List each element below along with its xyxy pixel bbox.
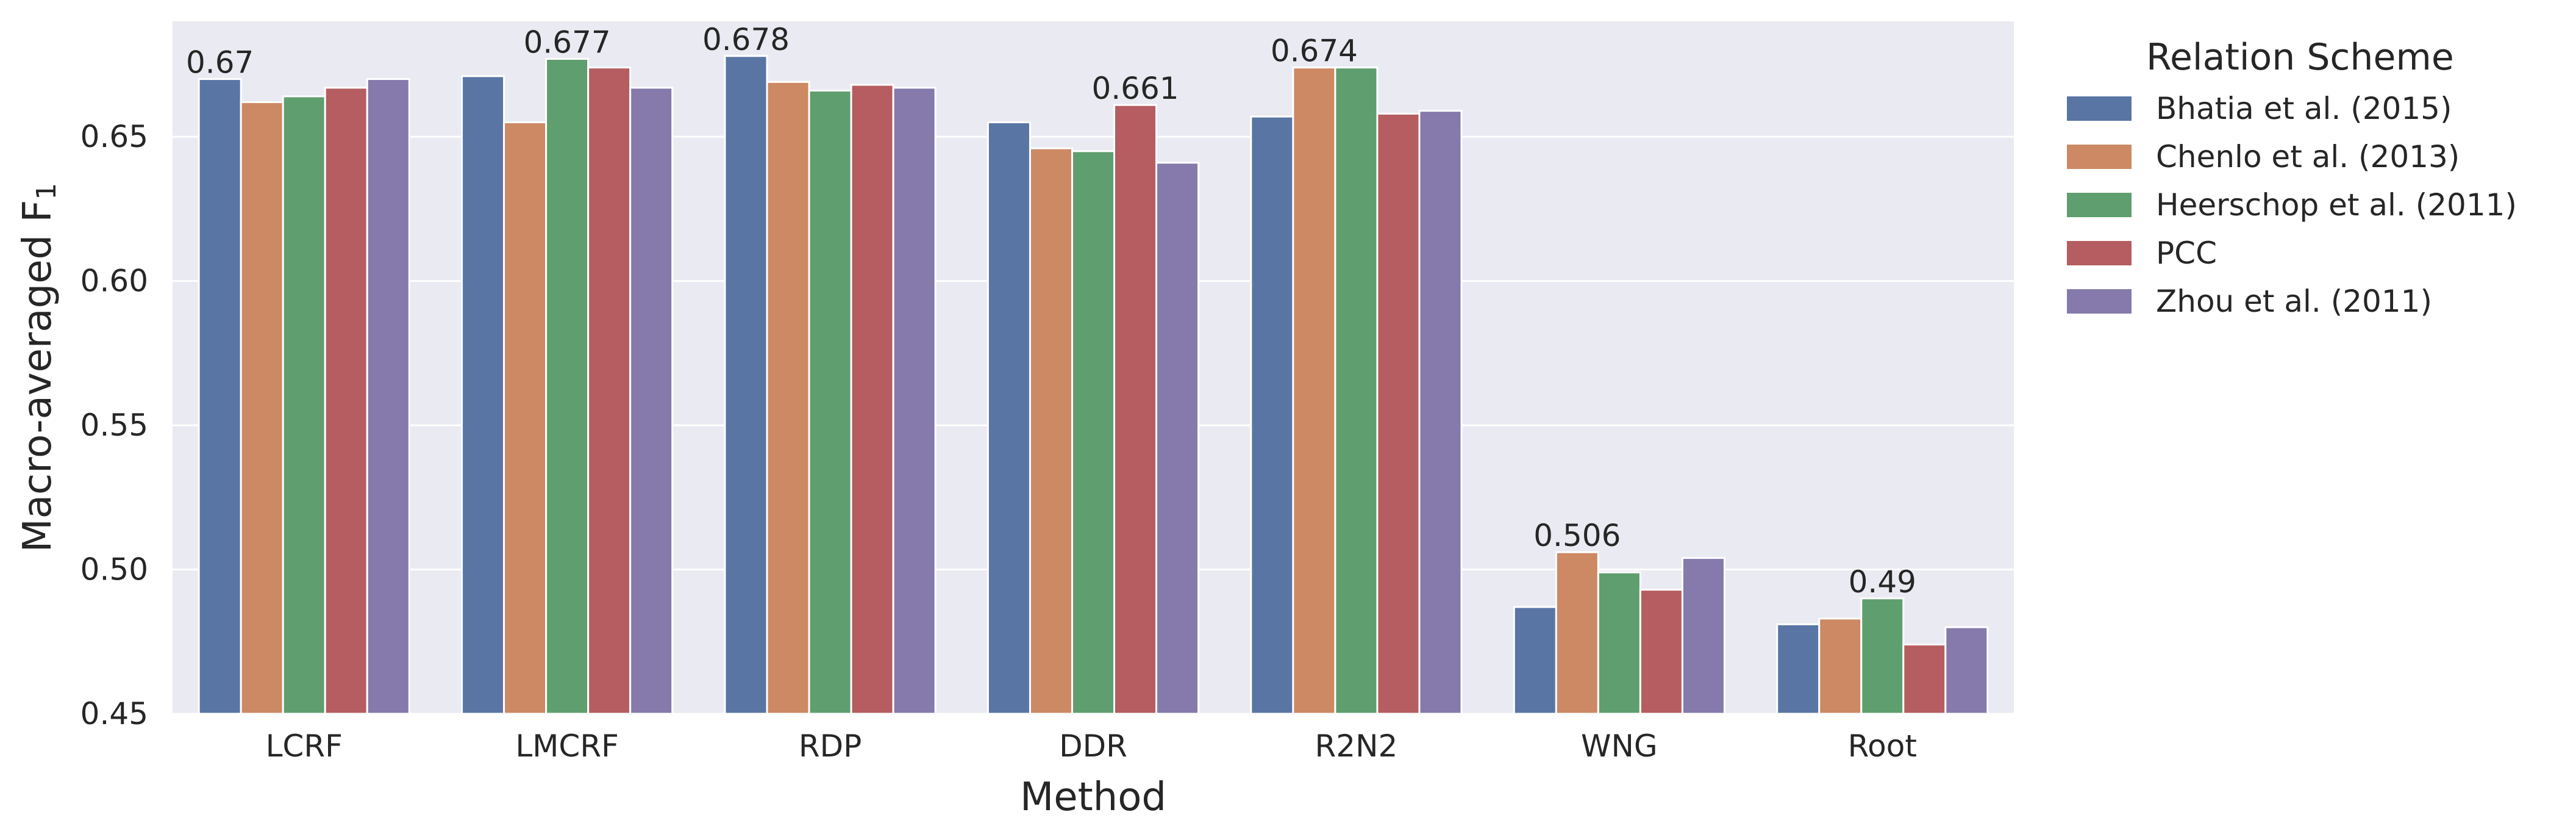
legend-swatch xyxy=(2067,289,2132,314)
y-axis-title: Macro-averaged F1 xyxy=(15,183,62,553)
bar xyxy=(366,78,410,715)
bar xyxy=(1860,597,1905,715)
y-tick-label: 0.50 xyxy=(80,552,148,587)
legend-label: Bhatia et al. (2015) xyxy=(2156,91,2452,126)
bar xyxy=(587,66,632,715)
bar xyxy=(461,75,505,715)
x-tick-label: Root xyxy=(1848,728,1917,764)
x-tick-label: WNG xyxy=(1581,728,1658,764)
bar xyxy=(1418,110,1463,715)
x-tick-label: R2N2 xyxy=(1315,728,1398,764)
legend-title: Relation Scheme xyxy=(2146,36,2454,79)
bar xyxy=(1555,551,1599,715)
bar xyxy=(282,95,326,715)
bar xyxy=(1513,606,1557,715)
bar xyxy=(1776,623,1821,715)
data-label: 0.49 xyxy=(1849,564,1916,600)
bar xyxy=(987,121,1031,715)
data-label: 0.506 xyxy=(1533,518,1621,553)
x-axis-title: Method xyxy=(1020,775,1166,820)
legend-label: Chenlo et al. (2013) xyxy=(2156,139,2460,174)
bar xyxy=(1292,66,1336,715)
y-axis-title-subscript: 1 xyxy=(31,183,62,200)
data-label: 0.677 xyxy=(524,24,611,60)
legend-items: Bhatia et al. (2015) Chenlo et al. (2013)… xyxy=(2067,91,2517,319)
bar xyxy=(1639,589,1683,715)
x-tick-label: DDR xyxy=(1059,728,1127,764)
bar xyxy=(1250,115,1294,715)
x-tick-label: LMCRF xyxy=(515,728,618,764)
data-label: 0.661 xyxy=(1091,71,1179,106)
bar xyxy=(808,90,852,715)
bars xyxy=(198,55,1989,715)
legend-label: Heerschop et al. (2011) xyxy=(2156,187,2517,223)
legend-label: PCC xyxy=(2156,235,2217,271)
bar xyxy=(240,101,284,715)
bar xyxy=(1818,617,1863,715)
bar xyxy=(892,87,937,715)
bar xyxy=(198,78,242,715)
legend-swatch xyxy=(2067,145,2132,169)
legend-swatch xyxy=(2067,96,2132,121)
y-tick-label: 0.55 xyxy=(80,408,148,443)
bar xyxy=(850,84,894,715)
bar xyxy=(1113,104,1158,715)
bar xyxy=(324,87,368,715)
data-labels: 0.67 0.677 0.678 0.661 0.674 0.506 0.49 xyxy=(186,22,1916,600)
x-tick-label: RDP xyxy=(799,728,862,764)
y-tick-labels: 0.45 0.50 0.55 0.60 0.65 xyxy=(80,119,148,731)
x-tick-labels: LCRF LMCRF RDP DDR R2N2 WNG Root xyxy=(266,728,1917,764)
bar xyxy=(1376,112,1421,715)
legend-swatch xyxy=(2067,193,2132,217)
x-tick-label: LCRF xyxy=(266,728,343,764)
bar xyxy=(1902,644,1947,715)
legend: Relation Scheme Bhatia et al. (2015) Chen… xyxy=(2067,36,2517,319)
data-label: 0.674 xyxy=(1271,34,1358,69)
bar xyxy=(1944,626,1989,715)
data-label: 0.678 xyxy=(702,22,790,57)
bar xyxy=(1071,150,1116,715)
y-axis-title-main: Macro-averaged F xyxy=(15,200,60,553)
bar xyxy=(766,81,810,715)
bar xyxy=(724,55,768,715)
bar xyxy=(629,87,674,715)
bar xyxy=(1681,557,1725,715)
bar xyxy=(1334,66,1379,715)
data-label: 0.67 xyxy=(186,45,254,81)
bar xyxy=(503,121,548,715)
legend-label: Zhou et al. (2011) xyxy=(2156,284,2432,319)
bar xyxy=(1155,162,1200,715)
legend-swatch xyxy=(2067,241,2132,265)
y-tick-label: 0.65 xyxy=(80,119,148,154)
bar xyxy=(1029,147,1073,715)
bar xyxy=(1597,571,1641,715)
y-tick-label: 0.60 xyxy=(80,264,148,299)
bar xyxy=(545,57,590,715)
y-tick-label: 0.45 xyxy=(80,696,148,731)
